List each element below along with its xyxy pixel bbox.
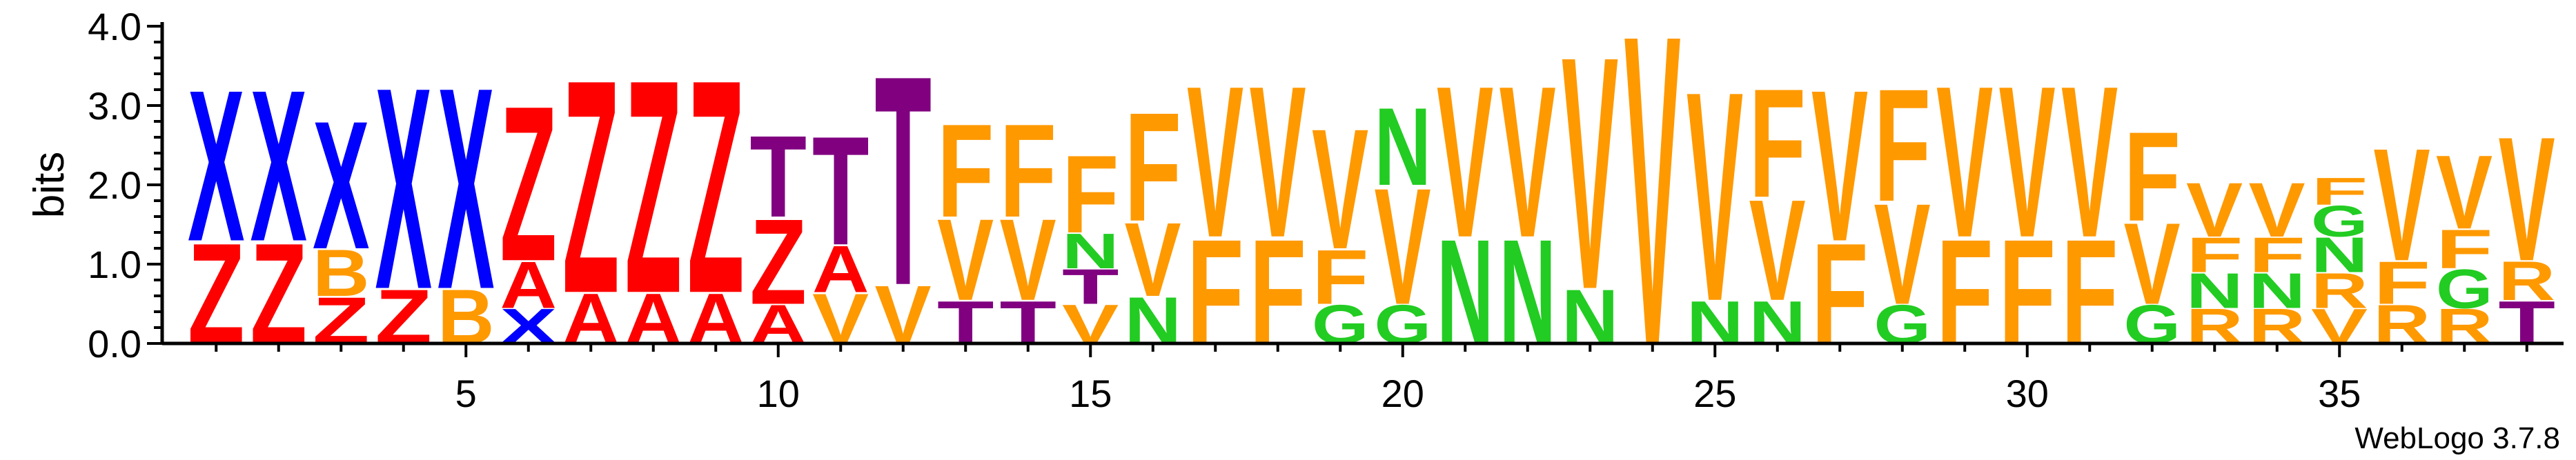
logo-letter-N-pos-20: N — [1375, 85, 1432, 209]
y-tick-label-4: 4.0 — [88, 5, 141, 48]
x-tick-label-35: 35 — [2318, 372, 2361, 415]
logo-letter-V-pos-36: V — [2374, 115, 2430, 294]
logo-letter-V-pos-20: V — [1375, 154, 1431, 339]
logo-letter-V-pos-37: V — [2436, 134, 2493, 252]
logo-letter-Z-pos-8: Z — [625, 17, 682, 357]
logo-letter-N-pos-15: N — [1062, 223, 1119, 279]
x-tick-label-10: 10 — [757, 372, 800, 415]
chart-labels: 0.0 1.0 2.0 3.0 4.0 5 10 15 20 25 30 35 … — [26, 5, 2560, 455]
logo-letter-Z-pos-10: Z — [750, 194, 807, 330]
logo-letter-V-pos-28: V — [1874, 174, 1931, 335]
logo-letter-V-pos-14: V — [1000, 195, 1056, 325]
x-tick-label-30: 30 — [2006, 372, 2049, 415]
logo-letter-F-pos-33: F — [2186, 227, 2243, 283]
logo-letter-V-pos-30: V — [1999, 42, 2056, 283]
logo-letter-R-pos-38: R — [2499, 250, 2556, 311]
y-tick-label-1: 1.0 — [88, 243, 141, 286]
logo-letter-T-pos-12: T — [875, 14, 932, 348]
x-tick-label-15: 15 — [1069, 372, 1112, 415]
logo-letter-V-pos-18: V — [1250, 42, 1306, 283]
logo-letter-V-pos-32: V — [2124, 199, 2181, 329]
logo-letter-F-pos-26: F — [1749, 57, 1806, 230]
logo-letter-F-pos-36: F — [2374, 250, 2430, 317]
logo-letter-F-pos-28: F — [1874, 57, 1931, 235]
chart-axes — [147, 22, 2564, 357]
logo-letter-F-pos-34: F — [2249, 227, 2305, 283]
logo-letter-G-pos-37: G — [2436, 258, 2493, 320]
y-tick-label-0: 0.0 — [88, 322, 141, 366]
logo-letter-F-pos-32: F — [2124, 106, 2181, 248]
logo-letter-F-pos-19: F — [1312, 234, 1368, 321]
x-tick-label-5: 5 — [455, 372, 477, 415]
weblogo-version-label: WebLogo 3.7.8 — [2354, 421, 2560, 455]
y-axis-title: bits — [26, 152, 73, 218]
logo-letter-N-pos-33: N — [2186, 263, 2243, 319]
logo-letter-V-pos-25: V — [1687, 29, 1744, 364]
logo-letter-X-pos-5: X — [437, 28, 495, 350]
logo-letter-Z-pos-7: Z — [562, 17, 619, 357]
logo-letter-F-pos-16: F — [1125, 81, 1181, 254]
logo-letter-F-pos-35: F — [2311, 170, 2368, 213]
y-tick-label-2: 2.0 — [88, 163, 141, 207]
logo-letter-R-pos-35: R — [2311, 263, 2368, 319]
logo-letter-V-pos-33: V — [2186, 166, 2243, 253]
logo-letter-V-pos-22: V — [1500, 42, 1556, 283]
y-tick-label-3: 3.0 — [88, 84, 141, 128]
logo-letter-V-pos-34: V — [2249, 166, 2305, 253]
logo-letter-N-pos-35: N — [2311, 227, 2368, 283]
logo-letter-V-pos-26: V — [1749, 170, 1806, 331]
logo-letter-T-pos-11: T — [812, 105, 869, 278]
logo-letter-Z-pos-6: Z — [500, 61, 557, 308]
logo-letter-V-pos-16: V — [1125, 201, 1181, 319]
logo-letter-G-pos-35: G — [2311, 197, 2368, 246]
logo-letter-V-pos-13: V — [937, 195, 994, 325]
logo-letter-V-pos-24: V — [1624, 0, 1682, 439]
logo-letter-V-pos-23: V — [1562, 0, 1619, 359]
logo-letter-B-pos-3: B — [313, 236, 370, 310]
logo-letter-V-pos-31: V — [2061, 42, 2118, 283]
logo-letter-F-pos-13: F — [937, 97, 994, 245]
logo-letter-X-pos-4: X — [375, 28, 433, 350]
logo-letter-V-pos-27: V — [1811, 46, 1868, 287]
logo-letter-V-pos-38: V — [2499, 100, 2555, 298]
logo-letter-X-pos-2: X — [250, 46, 307, 287]
logo-letter-F-pos-15: F — [1062, 133, 1119, 257]
logo-letter-F-pos-37: F — [2436, 218, 2493, 280]
logo-letter-A-pos-6: A — [500, 248, 558, 323]
logo-letter-V-pos-19: V — [1312, 92, 1368, 285]
logo-letter-F-pos-14: F — [1000, 97, 1056, 245]
logo-letter-V-pos-21: V — [1437, 42, 1493, 283]
x-ticks — [215, 343, 2528, 357]
logo-letter-A-pos-11: A — [812, 232, 869, 307]
y-minor-ticks — [154, 41, 162, 329]
x-tick-label-20: 20 — [1382, 372, 1424, 415]
logo-letter-Z-pos-9: Z — [687, 17, 744, 357]
logo-letter-T-pos-15: T — [1062, 259, 1119, 314]
y-major-ticks — [147, 25, 162, 345]
logo-letter-X-pos-1: X — [188, 46, 244, 287]
logo-letter-V-pos-29: V — [1936, 42, 1993, 283]
x-tick-label-25: 25 — [1693, 372, 1736, 415]
logo-letter-X-pos-3: X — [313, 83, 369, 287]
logo-letter-T-pos-10: T — [750, 112, 807, 242]
logo-letter-V-pos-17: V — [1187, 42, 1243, 283]
logo-letter-N-pos-34: N — [2249, 263, 2305, 319]
